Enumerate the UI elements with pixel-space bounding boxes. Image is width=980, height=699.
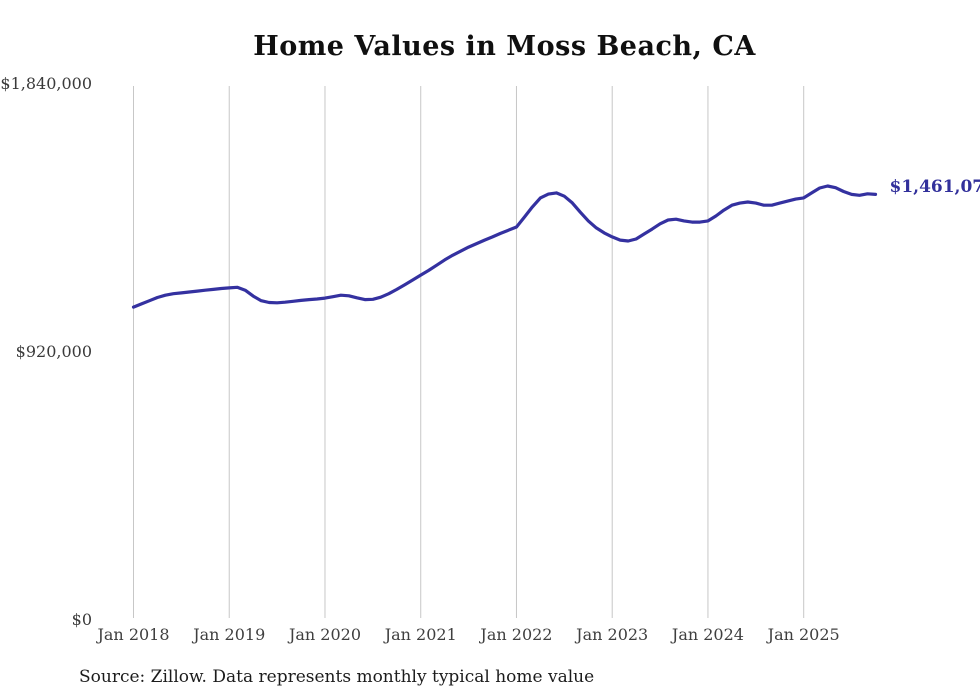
home-value-line-series: [131, 184, 878, 309]
x-axis-tick-label: Jan 2019: [193, 625, 266, 644]
x-axis-tick-label: Jan 2024: [671, 625, 744, 644]
last-value-data-label: $1,461,070: [889, 177, 980, 198]
x-axis-tick-label: Jan 2020: [288, 625, 361, 644]
x-axis-tick-label: Jan 2021: [384, 625, 457, 644]
y-axis-tick-label: $920,000: [15, 342, 92, 361]
source-note: Source: Zillow. Data represents monthly …: [79, 667, 595, 687]
y-axis-tick-label: $1,840,000: [0, 74, 92, 93]
x-axis-tick-label: Jan 2022: [480, 625, 553, 644]
chart-title: Home Values in Moss Beach, CA: [253, 31, 756, 62]
x-axis-tick-label: Jan 2023: [576, 625, 649, 644]
x-axis-tick-label: Jan 2025: [767, 625, 840, 644]
y-axis-tick-label: $0: [71, 610, 92, 629]
x-axis-tick-label: Jan 2018: [97, 625, 170, 644]
